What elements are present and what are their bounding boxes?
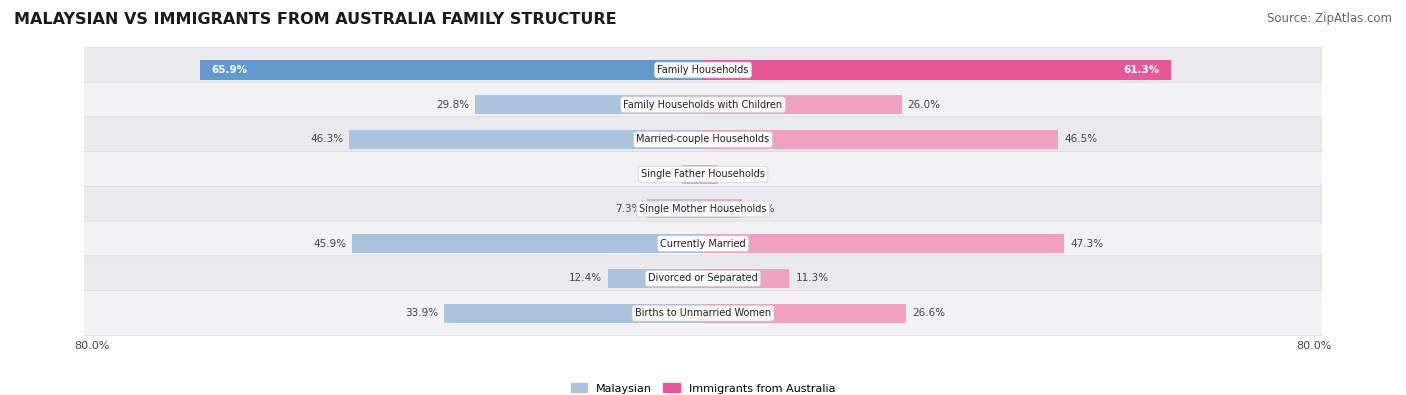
- Bar: [703, 60, 1171, 79]
- Text: MALAYSIAN VS IMMIGRANTS FROM AUSTRALIA FAMILY STRUCTURE: MALAYSIAN VS IMMIGRANTS FROM AUSTRALIA F…: [14, 12, 617, 27]
- Bar: [703, 165, 718, 184]
- Bar: [647, 199, 703, 218]
- Text: 47.3%: 47.3%: [1070, 239, 1104, 249]
- FancyBboxPatch shape: [83, 152, 1323, 197]
- Bar: [475, 95, 703, 114]
- Text: 26.0%: 26.0%: [908, 100, 941, 110]
- Bar: [703, 199, 742, 218]
- Text: Single Mother Households: Single Mother Households: [640, 204, 766, 214]
- FancyBboxPatch shape: [83, 82, 1323, 127]
- Text: Family Households with Children: Family Households with Children: [623, 100, 783, 110]
- Bar: [703, 234, 1064, 253]
- FancyBboxPatch shape: [83, 186, 1323, 231]
- FancyBboxPatch shape: [83, 256, 1323, 301]
- Text: Family Households: Family Households: [658, 65, 748, 75]
- Text: Single Father Households: Single Father Households: [641, 169, 765, 179]
- Bar: [682, 165, 703, 184]
- FancyBboxPatch shape: [83, 291, 1323, 336]
- Bar: [703, 269, 789, 288]
- Text: 46.3%: 46.3%: [311, 134, 343, 145]
- Text: 45.9%: 45.9%: [314, 239, 346, 249]
- Text: 29.8%: 29.8%: [436, 100, 470, 110]
- Bar: [200, 60, 703, 79]
- Text: 33.9%: 33.9%: [405, 308, 439, 318]
- Text: 7.3%: 7.3%: [614, 204, 641, 214]
- Text: Births to Unmarried Women: Births to Unmarried Women: [636, 308, 770, 318]
- Bar: [353, 234, 703, 253]
- Bar: [703, 130, 1059, 149]
- Text: Currently Married: Currently Married: [661, 239, 745, 249]
- Text: 65.9%: 65.9%: [211, 65, 247, 75]
- Legend: Malaysian, Immigrants from Australia: Malaysian, Immigrants from Australia: [571, 383, 835, 394]
- Text: 5.1%: 5.1%: [748, 204, 775, 214]
- Text: 61.3%: 61.3%: [1123, 65, 1160, 75]
- Bar: [444, 304, 703, 323]
- FancyBboxPatch shape: [83, 221, 1323, 266]
- Bar: [703, 95, 901, 114]
- Bar: [703, 304, 905, 323]
- Text: 11.3%: 11.3%: [796, 273, 828, 284]
- Text: Married-couple Households: Married-couple Households: [637, 134, 769, 145]
- Text: 2.0%: 2.0%: [724, 169, 751, 179]
- Text: Divorced or Separated: Divorced or Separated: [648, 273, 758, 284]
- FancyBboxPatch shape: [83, 117, 1323, 162]
- Text: 2.7%: 2.7%: [650, 169, 676, 179]
- Text: Source: ZipAtlas.com: Source: ZipAtlas.com: [1267, 12, 1392, 25]
- Text: 46.5%: 46.5%: [1064, 134, 1097, 145]
- FancyBboxPatch shape: [83, 47, 1323, 92]
- Bar: [609, 269, 703, 288]
- Bar: [349, 130, 703, 149]
- Text: 26.6%: 26.6%: [912, 308, 945, 318]
- Text: 12.4%: 12.4%: [569, 273, 602, 284]
